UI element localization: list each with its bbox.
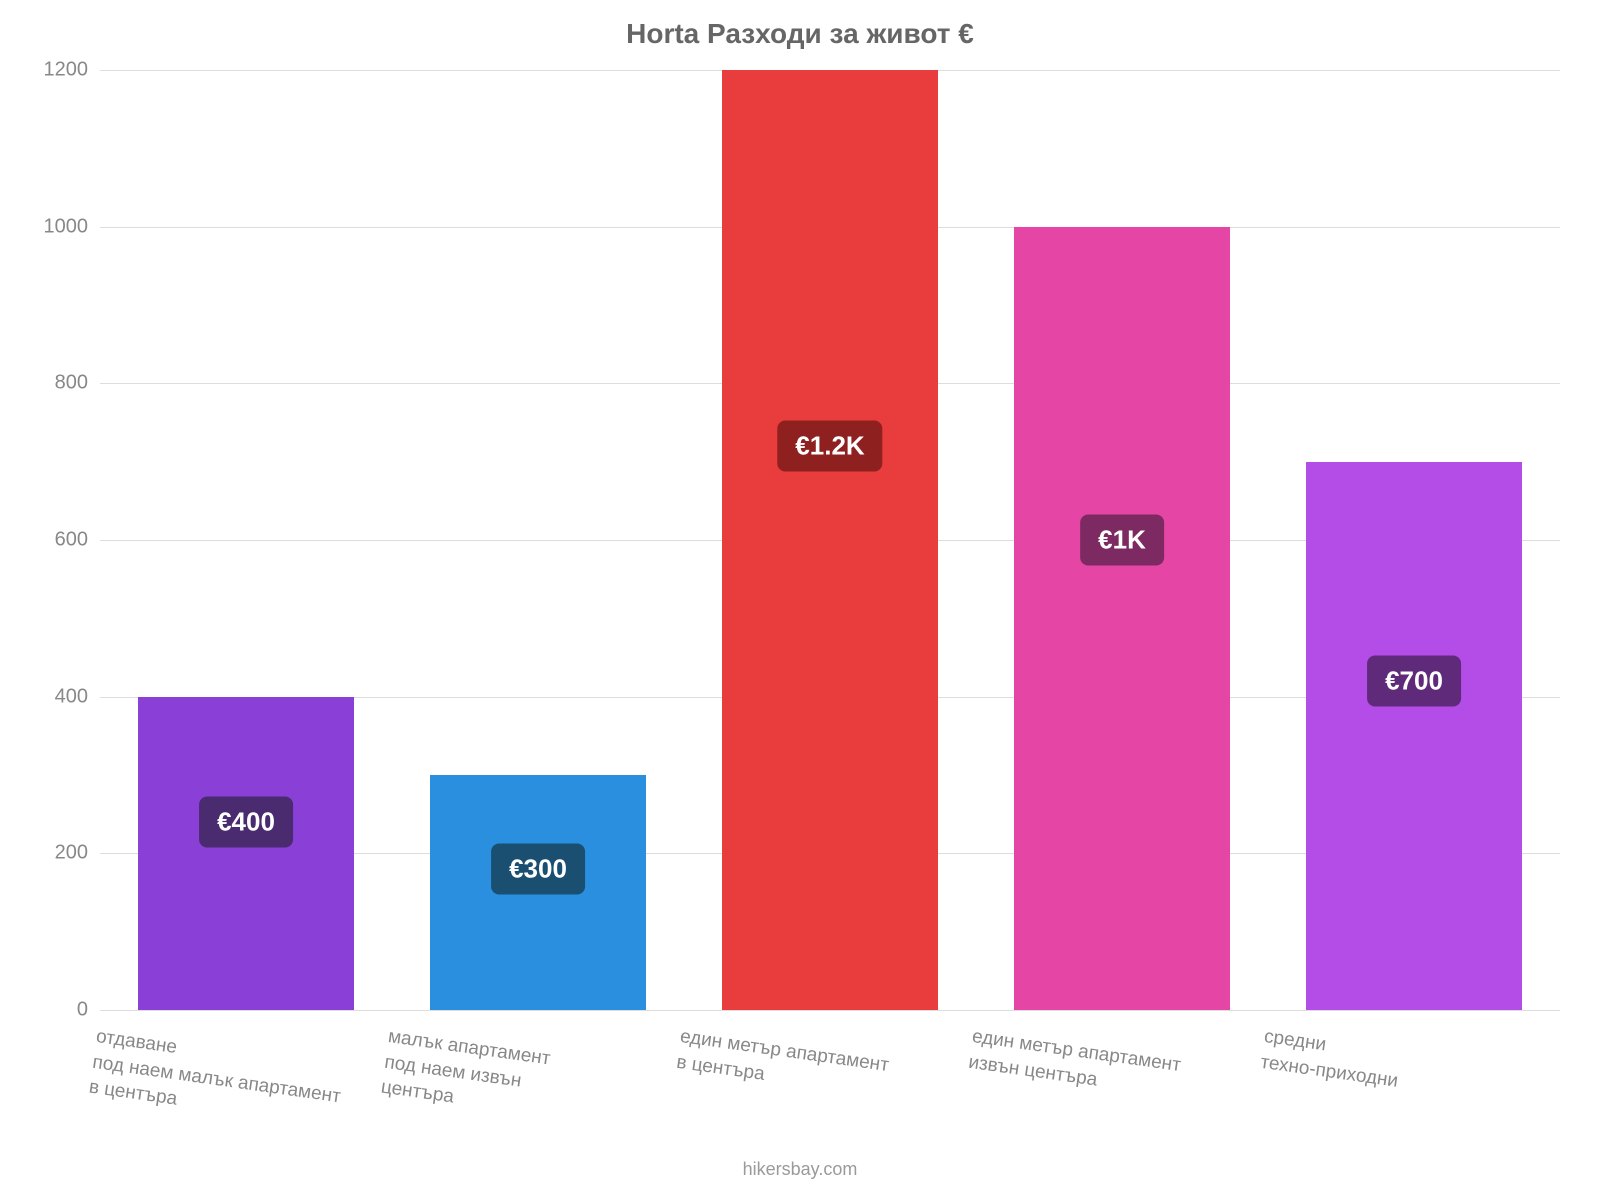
y-tick-label: 1000: [8, 215, 88, 238]
bar-value-label: €1.2K: [777, 421, 882, 472]
y-tick-label: 600: [8, 529, 88, 552]
x-category-label: един метър апартамент извън центъра: [967, 1024, 1292, 1119]
x-category-label: средни техно-приходни: [1259, 1024, 1584, 1119]
bar-value-label: €1K: [1080, 515, 1164, 566]
bar: [722, 70, 938, 1010]
chart-footer: hikersbay.com: [0, 1159, 1600, 1180]
bar: [138, 697, 354, 1010]
x-category-label: отдаване под наем малък апартамент в цен…: [87, 1024, 416, 1145]
bar-value-label: €400: [199, 797, 293, 848]
chart-title: Horta Разходи за живот €: [0, 18, 1600, 50]
y-tick-label: 200: [8, 842, 88, 865]
y-tick-label: 400: [8, 685, 88, 708]
x-category-label: малък апартамент под наем извън центъра: [379, 1024, 708, 1145]
bar-value-label: €300: [491, 844, 585, 895]
bar-value-label: €700: [1367, 656, 1461, 707]
plot-area: 020040060080010001200€400отдаване под на…: [100, 70, 1560, 1010]
y-tick-label: 1200: [8, 59, 88, 82]
y-tick-label: 800: [8, 372, 88, 395]
grid-line: [100, 1010, 1560, 1011]
bar: [1014, 227, 1230, 1010]
y-tick-label: 0: [8, 999, 88, 1022]
bar: [1306, 462, 1522, 1010]
x-category-label: един метър апартамент в центъра: [675, 1024, 1000, 1119]
cost-of-living-chart: Horta Разходи за живот € 020040060080010…: [0, 0, 1600, 1200]
